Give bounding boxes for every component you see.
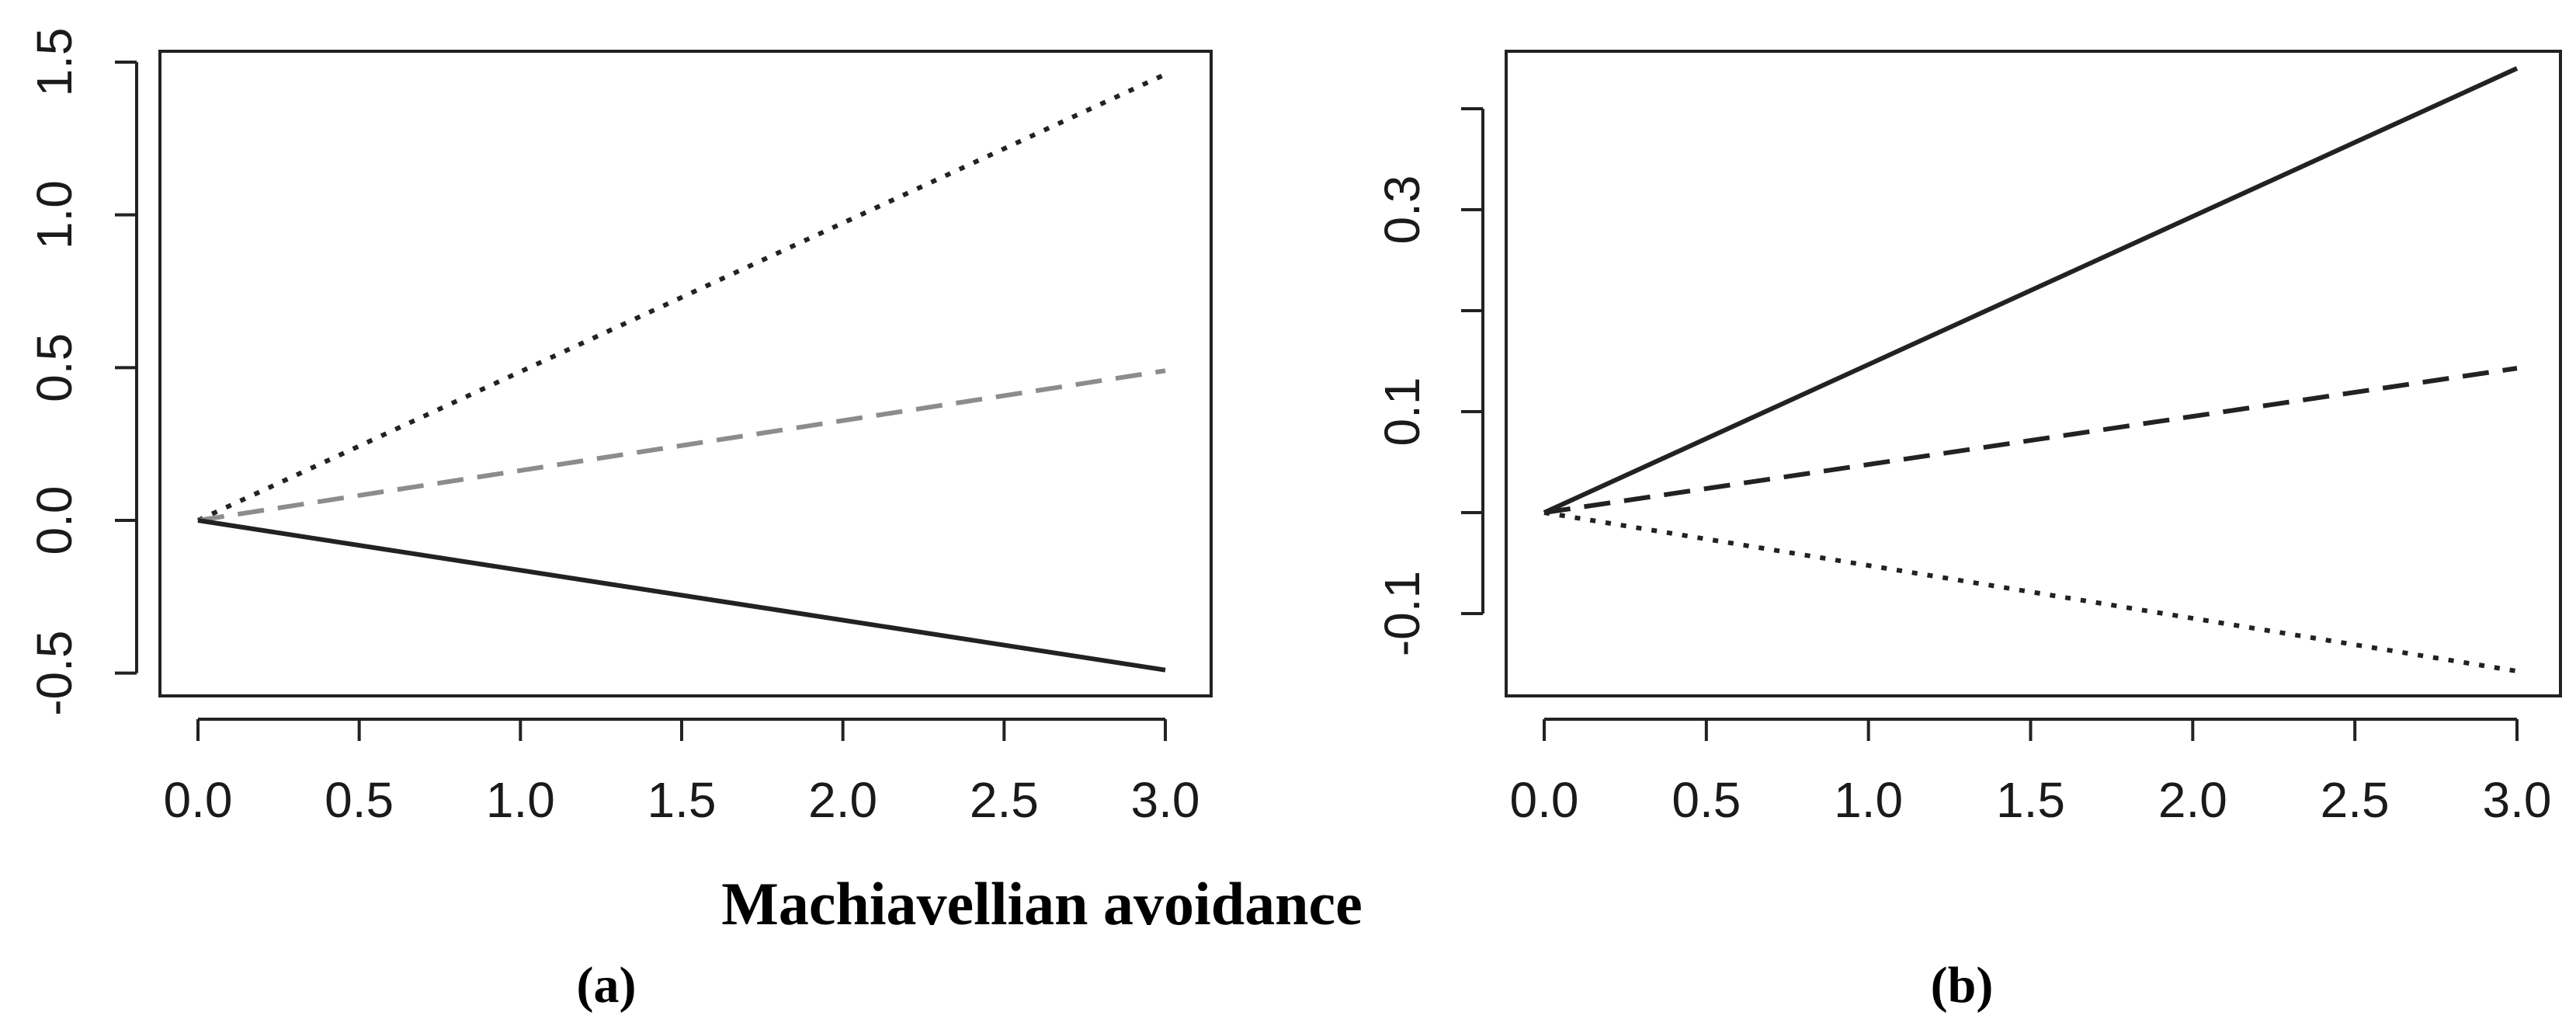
y-tick-label-b-0: -0.1 <box>1374 571 1430 656</box>
x-tick-label-b-1: 0.5 <box>1672 772 1741 828</box>
y-tick-label-b-4: 0.3 <box>1374 176 1430 245</box>
y-tick-label-a-3: 1.0 <box>26 180 82 249</box>
series-line-a-dashed <box>197 368 1166 523</box>
series-line-b-dotted <box>1543 510 2518 674</box>
x-tick-label-a-5: 2.5 <box>970 772 1039 828</box>
x-tick-label-b-3: 1.5 <box>1996 772 2065 828</box>
x-tick-label-b-2: 1.0 <box>1834 772 1903 828</box>
x-tick-label-a-2: 1.0 <box>486 772 555 828</box>
x-tick-label-a-6: 3.0 <box>1131 772 1200 828</box>
panel-label-b: (b) <box>1931 957 1994 1014</box>
series-line-a-dotted <box>196 71 1167 523</box>
x-tick-label-a-4: 2.0 <box>808 772 877 828</box>
x-tick-label-b-4: 2.0 <box>2158 772 2227 828</box>
y-tick-label-a-4: 1.5 <box>26 28 82 97</box>
plot-frame-a <box>158 50 1213 697</box>
x-tick-label-b-0: 0.0 <box>1510 772 1579 828</box>
panel-a-chart: 0.0 0.5 1.0 1.5 2.0 2.5 3.0 -0.5 0.0 0.5 1.0 1.5 <box>26 28 1213 828</box>
series-line-b-dashed <box>1543 366 2518 515</box>
x-tick-label-a-3: 1.5 <box>647 772 717 828</box>
x-tick-label-b-5: 2.5 <box>2321 772 2390 828</box>
series-line-a-solid <box>197 518 1166 673</box>
y-tick-label-a-1: 0.0 <box>26 486 82 555</box>
series-line-b-solid <box>1543 66 2519 515</box>
y-tick-label-a-2: 0.5 <box>26 333 82 402</box>
x-tick-label-b-6: 3.0 <box>2483 772 2552 828</box>
x-tick-label-a-0: 0.0 <box>164 772 233 828</box>
panel-label-a: (a) <box>577 957 637 1014</box>
panel-b-chart: 0.0 0.5 1.0 1.5 2.0 2.5 3.0 -0.1 0.1 0.3 <box>1374 50 2562 828</box>
x-axis-label: Machiavellian avoidance <box>721 870 1362 937</box>
y-tick-label-b-2: 0.1 <box>1374 377 1430 447</box>
x-tick-label-a-1: 0.5 <box>325 772 394 828</box>
plot-frame-b <box>1505 50 2562 697</box>
y-tick-label-a-0: -0.5 <box>26 631 82 716</box>
